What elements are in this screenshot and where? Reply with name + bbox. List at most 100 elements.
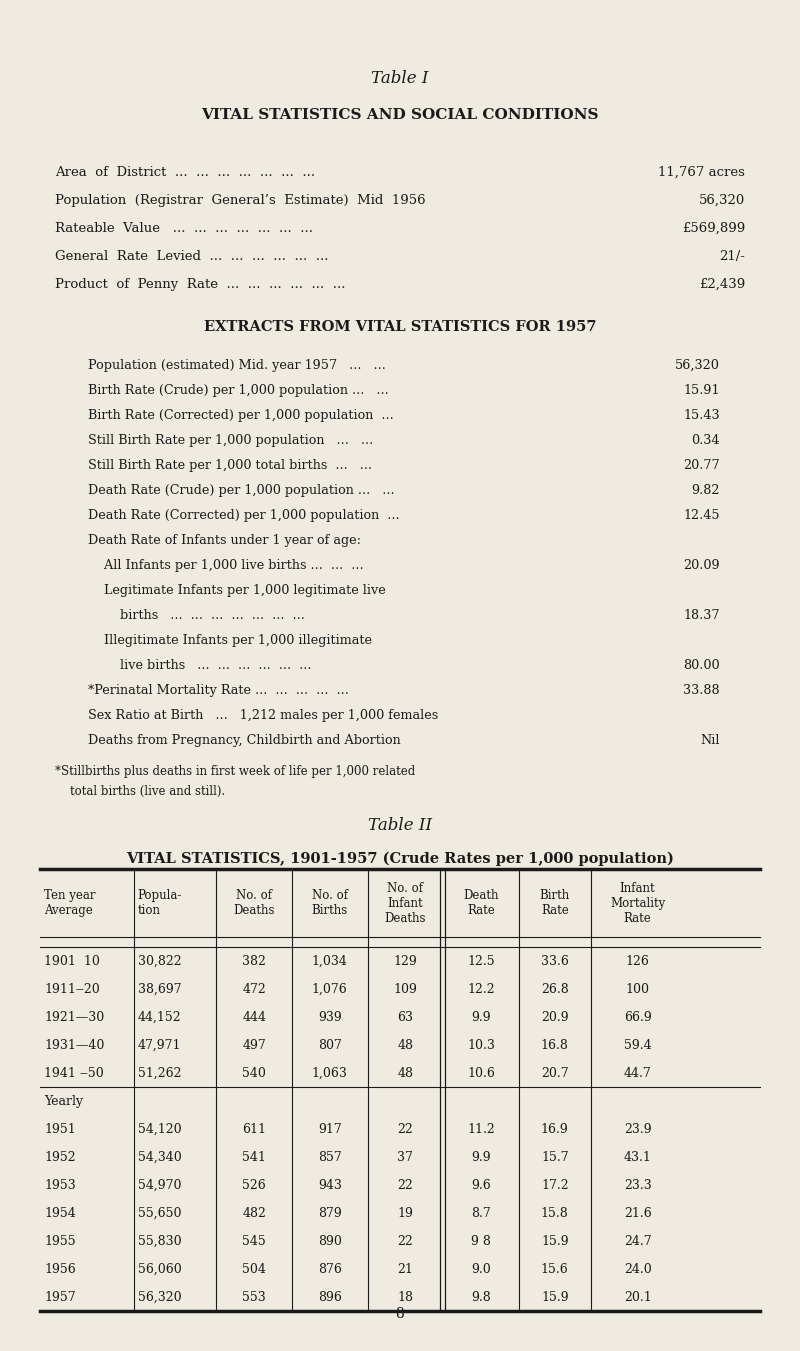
Text: 939: 939	[318, 1011, 342, 1024]
Text: No. of: No. of	[236, 889, 272, 902]
Text: 23.9: 23.9	[624, 1123, 651, 1136]
Text: 1951: 1951	[44, 1123, 76, 1136]
Text: *Perinatal Mortality Rate ...  ...  ...  ...  ...: *Perinatal Mortality Rate ... ... ... ..…	[88, 684, 349, 697]
Text: 545: 545	[242, 1235, 266, 1248]
Text: 43.1: 43.1	[624, 1151, 651, 1163]
Text: 15.9: 15.9	[541, 1235, 569, 1248]
Text: 541: 541	[242, 1151, 266, 1163]
Text: 20.77: 20.77	[683, 459, 720, 471]
Text: 22: 22	[398, 1179, 414, 1192]
Text: 16.9: 16.9	[541, 1123, 569, 1136]
Text: Table I: Table I	[371, 70, 429, 86]
Text: 8.7: 8.7	[471, 1206, 491, 1220]
Text: Population  (Registrar  General’s  Estimate)  Mid  1956: Population (Registrar General’s Estimate…	[55, 195, 426, 207]
Text: 100: 100	[626, 982, 650, 996]
Text: Still Birth Rate per 1,000 total births  ...   ...: Still Birth Rate per 1,000 total births …	[88, 459, 372, 471]
Text: 21: 21	[398, 1263, 414, 1275]
Text: 18: 18	[398, 1290, 414, 1304]
Text: No. of: No. of	[312, 889, 348, 902]
Text: 38,697: 38,697	[138, 982, 182, 996]
Text: 66.9: 66.9	[624, 1011, 651, 1024]
Text: Table II: Table II	[368, 817, 432, 835]
Text: 20.1: 20.1	[624, 1290, 651, 1304]
Text: Birth Rate (Corrected) per 1,000 population  ...: Birth Rate (Corrected) per 1,000 populat…	[88, 409, 394, 422]
Text: *Stillbirths plus deaths in first week of life per 1,000 related: *Stillbirths plus deaths in first week o…	[55, 765, 415, 778]
Text: EXTRACTS FROM VITAL STATISTICS FOR 1957: EXTRACTS FROM VITAL STATISTICS FOR 1957	[204, 320, 596, 334]
Text: 12.45: 12.45	[683, 509, 720, 521]
Text: Deaths: Deaths	[234, 904, 275, 917]
Text: Rate: Rate	[467, 904, 495, 917]
Text: 51,262: 51,262	[138, 1067, 181, 1079]
Text: £569,899: £569,899	[682, 222, 745, 235]
Text: 24.0: 24.0	[624, 1263, 651, 1275]
Text: 16.8: 16.8	[541, 1039, 569, 1051]
Text: 10.3: 10.3	[467, 1039, 495, 1051]
Text: 48: 48	[398, 1039, 414, 1051]
Text: 1955: 1955	[44, 1235, 76, 1248]
Text: 1,034: 1,034	[312, 955, 348, 967]
Text: 8: 8	[396, 1306, 404, 1321]
Text: 9 8: 9 8	[471, 1235, 491, 1248]
Text: Rate: Rate	[541, 904, 569, 917]
Text: 526: 526	[242, 1179, 266, 1192]
Text: 20.7: 20.7	[541, 1067, 569, 1079]
Text: 1956: 1956	[44, 1263, 76, 1275]
Text: 9.8: 9.8	[471, 1290, 491, 1304]
Text: 22: 22	[398, 1123, 414, 1136]
Text: 553: 553	[242, 1290, 266, 1304]
Text: 12.2: 12.2	[467, 982, 495, 996]
Text: 1901  10: 1901 10	[44, 955, 100, 967]
Text: 943: 943	[318, 1179, 342, 1192]
Text: No. of: No. of	[387, 882, 423, 894]
Text: 109: 109	[394, 982, 418, 996]
Text: 497: 497	[242, 1039, 266, 1051]
Text: 55,830: 55,830	[138, 1235, 182, 1248]
Text: Infant: Infant	[387, 897, 423, 909]
Text: 1,076: 1,076	[312, 982, 348, 996]
Text: 1952: 1952	[44, 1151, 76, 1163]
Text: 33.88: 33.88	[683, 684, 720, 697]
Text: VITAL STATISTICS, 1901-1957 (Crude Rates per 1,000 population): VITAL STATISTICS, 1901-1957 (Crude Rates…	[126, 851, 674, 866]
Text: 33.6: 33.6	[541, 955, 569, 967]
Text: 44,152: 44,152	[138, 1011, 182, 1024]
Text: 1954: 1954	[44, 1206, 76, 1220]
Text: 56,320: 56,320	[698, 195, 745, 207]
Text: 1911‒20: 1911‒20	[44, 982, 100, 996]
Text: Birth: Birth	[540, 889, 570, 902]
Text: 56,060: 56,060	[138, 1263, 182, 1275]
Text: Ten year: Ten year	[44, 889, 95, 902]
Text: VITAL STATISTICS AND SOCIAL CONDITIONS: VITAL STATISTICS AND SOCIAL CONDITIONS	[202, 108, 598, 122]
Text: All Infants per 1,000 live births ...  ...  ...: All Infants per 1,000 live births ... ..…	[88, 559, 364, 571]
Text: 444: 444	[242, 1011, 266, 1024]
Text: Still Birth Rate per 1,000 population   ...   ...: Still Birth Rate per 1,000 population ..…	[88, 434, 374, 447]
Text: 19: 19	[398, 1206, 414, 1220]
Text: Death: Death	[463, 889, 498, 902]
Text: Product  of  Penny  Rate  ...  ...  ...  ...  ...  ...: Product of Penny Rate ... ... ... ... ..…	[55, 278, 346, 290]
Text: 382: 382	[242, 955, 266, 967]
Text: 917: 917	[318, 1123, 342, 1136]
Text: 9.6: 9.6	[471, 1179, 491, 1192]
Text: 15.91: 15.91	[683, 384, 720, 397]
Text: 55,650: 55,650	[138, 1206, 181, 1220]
Text: Mortality: Mortality	[610, 897, 666, 909]
Text: Deaths: Deaths	[385, 912, 426, 924]
Text: 20.9: 20.9	[541, 1011, 569, 1024]
Text: 54,970: 54,970	[138, 1179, 181, 1192]
Text: 126: 126	[626, 955, 650, 967]
Text: 9.9: 9.9	[471, 1011, 491, 1024]
Text: Population (estimated) Mid. year 1957   ...   ...: Population (estimated) Mid. year 1957 ..…	[88, 359, 386, 372]
Text: 24.7: 24.7	[624, 1235, 651, 1248]
Text: 0.34: 0.34	[691, 434, 720, 447]
Text: tion: tion	[138, 904, 161, 917]
Text: 15.8: 15.8	[541, 1206, 569, 1220]
Text: 54,340: 54,340	[138, 1151, 182, 1163]
Text: Rateable  Value   ...  ...  ...  ...  ...  ...  ...: Rateable Value ... ... ... ... ... ... .…	[55, 222, 313, 235]
Text: 611: 611	[242, 1123, 266, 1136]
Text: 1953: 1953	[44, 1179, 76, 1192]
Text: 44.7: 44.7	[624, 1067, 651, 1079]
Text: 20.09: 20.09	[683, 559, 720, 571]
Text: 48: 48	[398, 1067, 414, 1079]
Text: 54,120: 54,120	[138, 1123, 182, 1136]
Text: 472: 472	[242, 982, 266, 996]
Text: General  Rate  Levied  ...  ...  ...  ...  ...  ...: General Rate Levied ... ... ... ... ... …	[55, 250, 329, 263]
